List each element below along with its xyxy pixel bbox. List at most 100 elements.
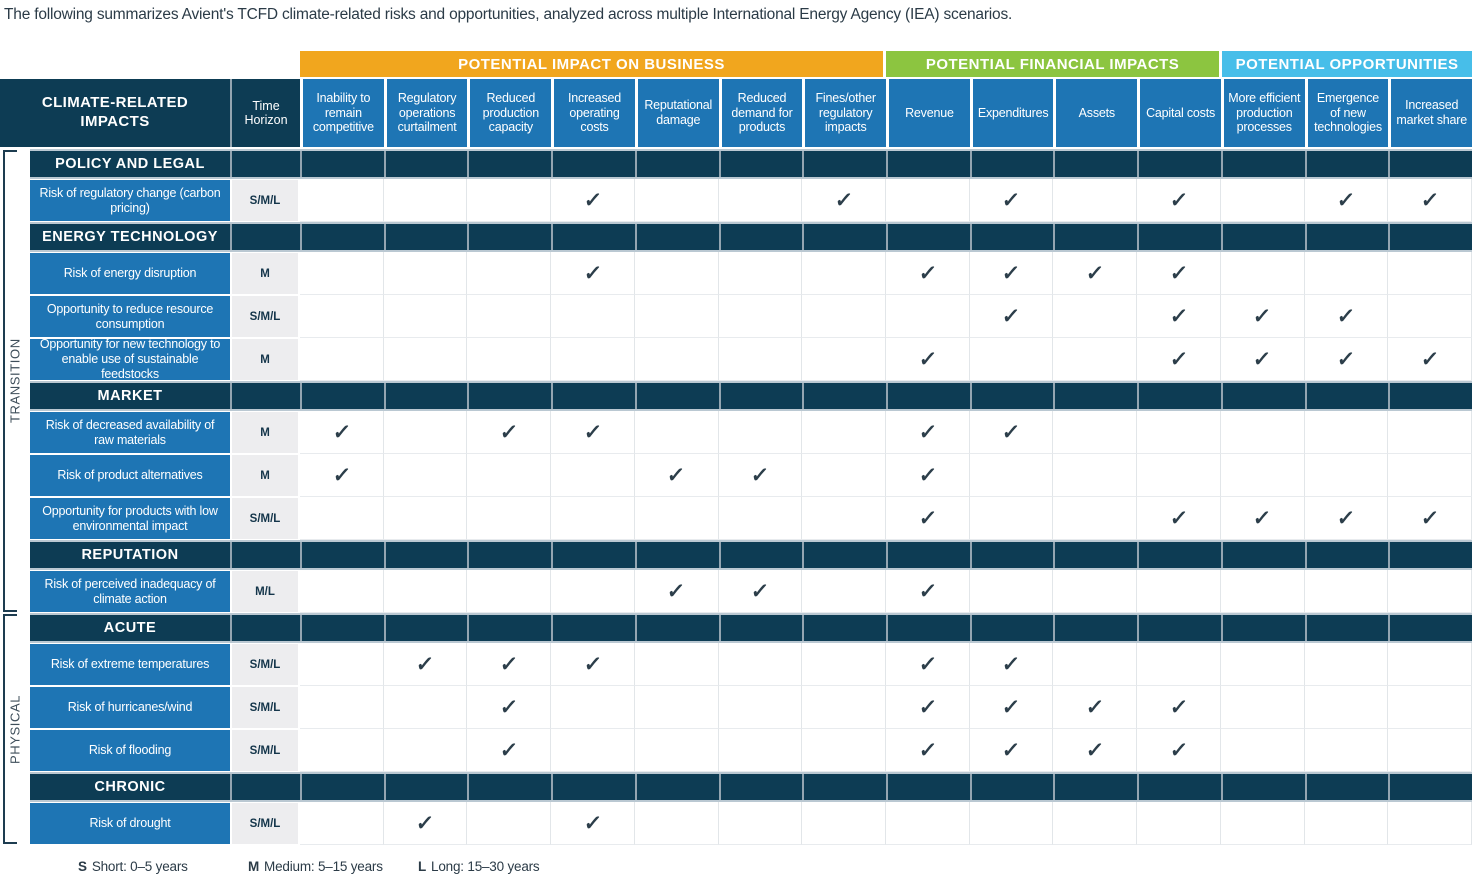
check-cell (383, 454, 468, 497)
checkmark-icon: ✓ (1168, 695, 1189, 719)
checkmark-icon: ✓ (917, 652, 938, 676)
check-cell: ✓ (886, 729, 970, 772)
section-cell (1388, 615, 1472, 641)
check-cell (1053, 454, 1138, 497)
check-cell (551, 729, 635, 772)
time-horizon-value: S/M/L (230, 729, 300, 772)
band-spacer (0, 51, 300, 77)
check-cell: ✓ (467, 643, 552, 686)
check-cell: ✓ (300, 411, 384, 454)
check-cell (1053, 411, 1138, 454)
check-cell (383, 338, 468, 381)
section-cell (969, 383, 1054, 409)
data-row: Risk of drought S/M/L ✓ ✓ (30, 802, 1472, 845)
section-cell (467, 151, 552, 177)
check-cell (1220, 686, 1305, 729)
check-cell (1053, 295, 1138, 338)
check-cell (1137, 643, 1221, 686)
data-row: Risk of product alternatives M ✓ ✓ ✓ ✓ (30, 454, 1472, 497)
check-cell: ✓ (1137, 338, 1221, 381)
column-header: Increased market share (1388, 79, 1472, 147)
data-row: Risk of perceived inadequacy of climate … (30, 570, 1472, 613)
check-cell (718, 643, 803, 686)
check-cell (383, 686, 468, 729)
check-cell (1053, 643, 1138, 686)
check-cell: ✓ (886, 686, 970, 729)
checkmark-icon: ✓ (498, 695, 519, 719)
check-cell (1388, 729, 1472, 772)
section-cell (1137, 224, 1221, 250)
check-cell: ✓ (1304, 295, 1389, 338)
section-cell (634, 383, 719, 409)
section-header: REPUTATION (30, 542, 230, 568)
checkmark-icon: ✓ (833, 188, 854, 212)
section-cell (551, 383, 635, 409)
data-row: Risk of hurricanes/wind S/M/L ✓ ✓ ✓ ✓ ✓ (30, 686, 1472, 729)
check-cell (634, 295, 719, 338)
check-cell: ✓ (1388, 338, 1472, 381)
check-cell (1304, 454, 1389, 497)
check-cell: ✓ (551, 411, 635, 454)
check-cell (1220, 411, 1305, 454)
check-cell: ✓ (1137, 729, 1221, 772)
check-cell (1137, 570, 1221, 613)
check-cell (969, 570, 1054, 613)
row-group-body: POLICY AND LEGAL Risk of regulatory chang… (30, 149, 1472, 613)
check-cell: ✓ (886, 570, 970, 613)
check-cell (1220, 454, 1305, 497)
corner-header: CLIMATE-RELATED IMPACTS (0, 79, 230, 147)
data-row: Opportunity to reduce resource consumpti… (30, 295, 1472, 338)
check-cell (383, 411, 468, 454)
section-cell (886, 224, 970, 250)
check-cell (383, 295, 468, 338)
check-cell (300, 497, 384, 540)
legend-key: L (418, 859, 427, 874)
check-cell (383, 252, 468, 295)
check-cell (718, 729, 803, 772)
checkmark-icon: ✓ (1419, 506, 1440, 530)
section-cell (300, 383, 384, 409)
axis-bracket (3, 150, 17, 612)
check-cell: ✓ (886, 497, 970, 540)
check-cell (467, 295, 552, 338)
section-header: ENERGY TECHNOLOGY (30, 224, 230, 250)
section-cell (1137, 615, 1221, 641)
check-cell: ✓ (634, 570, 719, 613)
axis-label-physical: PHYSICAL (7, 694, 23, 764)
check-cell (383, 570, 468, 613)
tcfd-risks-table: POTENTIAL IMPACT ON BUSINESS POTENTIAL FI… (0, 51, 1472, 845)
check-cell (383, 179, 468, 222)
legend-item: M Medium: 5–15 years (248, 859, 418, 874)
section-cell (1388, 542, 1472, 568)
check-cell (1220, 179, 1305, 222)
check-cell: ✓ (1304, 179, 1389, 222)
column-header: Regulatory operations curtailment (383, 79, 468, 147)
checkmark-icon: ✓ (1001, 304, 1022, 328)
section-cell (802, 151, 887, 177)
time-horizon-value: M (230, 411, 300, 454)
section-cell (802, 774, 887, 800)
check-cell (1304, 252, 1389, 295)
section-time-cell (230, 224, 300, 250)
legend-text: Medium: 5–15 years (264, 859, 383, 874)
section-cell (886, 383, 970, 409)
check-cell (551, 454, 635, 497)
check-cell (1388, 454, 1472, 497)
check-cell: ✓ (969, 643, 1054, 686)
check-cell (1388, 252, 1472, 295)
check-cell (300, 179, 384, 222)
section-cell (1304, 774, 1389, 800)
check-cell (802, 643, 887, 686)
check-cell: ✓ (886, 252, 970, 295)
check-cell (300, 802, 384, 845)
check-cell: ✓ (1137, 179, 1221, 222)
check-cell: ✓ (969, 295, 1054, 338)
check-cell (718, 686, 803, 729)
check-cell: ✓ (467, 729, 552, 772)
checkmark-icon: ✓ (1084, 695, 1105, 719)
checkmark-icon: ✓ (1001, 695, 1022, 719)
row-label: Risk of decreased availability of raw ma… (30, 411, 230, 454)
check-cell (467, 338, 552, 381)
check-cell (802, 338, 887, 381)
section-cell (886, 774, 970, 800)
